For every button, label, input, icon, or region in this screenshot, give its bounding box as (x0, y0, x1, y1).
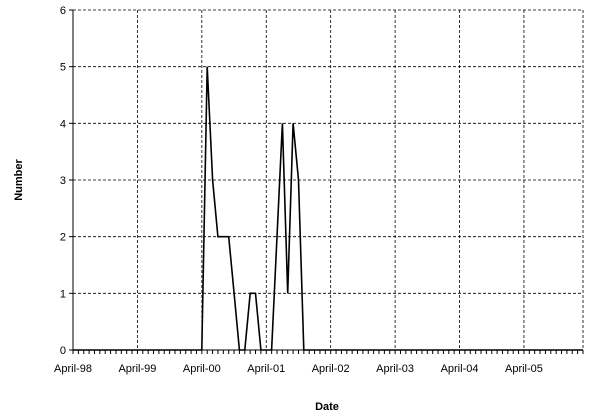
x-tick-label: April-98 (54, 363, 92, 375)
x-tick-label: April-99 (118, 363, 156, 375)
series-layer (73, 66, 583, 351)
x-tick-label: April-01 (247, 363, 285, 375)
y-tick-label: 2 (60, 232, 66, 244)
tick-labels: 0 1 2 3 4 5 6 April-98 April-99 April-00 April-01 A… (54, 5, 543, 375)
x-tick-label: April-04 (441, 363, 479, 375)
x-tick-label: April-02 (312, 363, 350, 375)
axes (69, 9, 584, 354)
y-tick-label: 3 (60, 175, 66, 187)
gridlines (72, 9, 584, 350)
series-line (73, 66, 583, 351)
y-tick-label: 5 (60, 62, 66, 74)
y-tick-label: 6 (60, 5, 66, 17)
x-tick-label: April-00 (183, 363, 221, 375)
y-tick-label: 1 (60, 288, 66, 300)
y-axis-title: Number (13, 159, 25, 201)
x-tick-label: April-05 (505, 363, 543, 375)
y-tick-label: 4 (60, 118, 66, 130)
x-tick-label: April-03 (376, 363, 414, 375)
y-tick-label: 0 (60, 345, 66, 357)
x-axis-title: Date (315, 401, 339, 413)
